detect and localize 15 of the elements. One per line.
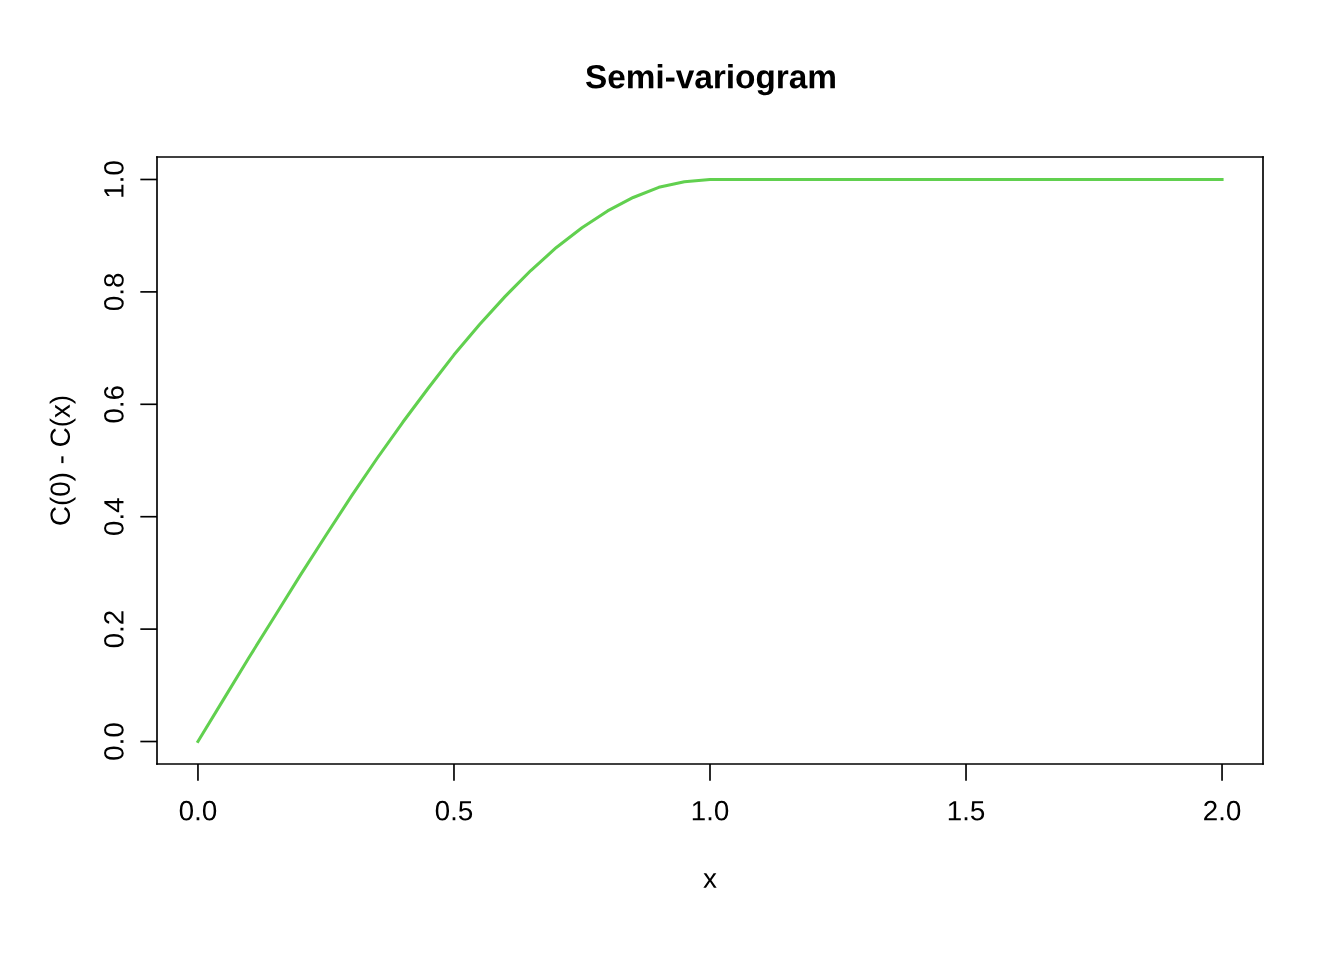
x-tick-label: 1.0 bbox=[692, 800, 729, 821]
y-axis-title: C(0) - C(x) bbox=[49, 396, 76, 525]
x-axis-title: x bbox=[703, 873, 717, 888]
y-tick-label: 0.2 bbox=[104, 611, 124, 648]
y-tick-label: 0.8 bbox=[104, 273, 124, 311]
y-tick-label: 0.6 bbox=[104, 386, 124, 423]
x-tick-label: 2.0 bbox=[1204, 800, 1241, 821]
x-tick-label: 0.0 bbox=[179, 800, 217, 821]
y-tick-label: 0.0 bbox=[104, 723, 124, 760]
line-series bbox=[196, 177, 1224, 744]
y-tick-label: 0.4 bbox=[104, 498, 124, 535]
x-tick-label: 0.5 bbox=[435, 800, 473, 821]
x-tick-label: 1.5 bbox=[948, 801, 985, 821]
chart-title: Semi-variogram bbox=[585, 64, 835, 96]
y-tick-label: 1.0 bbox=[104, 161, 124, 197]
